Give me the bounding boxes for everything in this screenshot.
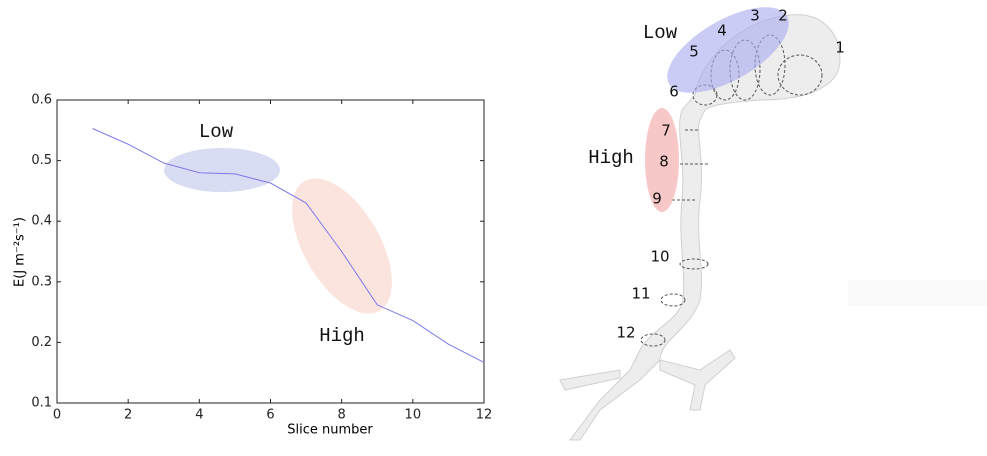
y-tick-label: 0.5 (31, 153, 52, 168)
y-tick-label: 0.2 (31, 335, 52, 350)
low-region (164, 148, 280, 192)
slice-label: 11 (631, 285, 650, 303)
slice-label: 6 (669, 83, 679, 101)
x-tick-label: 2 (124, 408, 132, 423)
slice-label: 8 (659, 153, 669, 171)
slice-label: 12 (616, 324, 635, 342)
x-tick-label: 10 (405, 408, 422, 423)
y-tick-label: 0.6 (31, 93, 52, 108)
high-region (645, 108, 679, 212)
region-label: High (588, 147, 634, 169)
x-tick-label: 6 (266, 408, 274, 423)
slice-label: 5 (689, 43, 699, 61)
x-tick-label: 0 (53, 408, 61, 423)
line-series (92, 128, 485, 363)
slice-label: 4 (717, 22, 727, 40)
vessel-illustration (559, 14, 841, 441)
slice-label: 7 (661, 122, 671, 140)
annotation: High (319, 325, 365, 347)
y-tick-label: 0.3 (31, 274, 52, 289)
x-tick-label: 8 (338, 408, 346, 423)
y-tick-label: 0.1 (31, 396, 52, 411)
slice-label: 2 (778, 7, 788, 25)
region-label: Low (643, 22, 678, 44)
x-axis-label: Slice number (287, 423, 373, 438)
slice-label: 1 (835, 39, 845, 57)
x-tick-label: 4 (195, 408, 203, 423)
high-region (292, 178, 392, 314)
blank-panel (848, 280, 987, 306)
y-axis-label: E(J m⁻²s⁻¹) (13, 217, 28, 287)
low-region (667, 7, 789, 93)
slice-label: 9 (652, 190, 662, 208)
y-tick-label: 0.4 (31, 214, 52, 229)
slice-label: 3 (750, 7, 760, 25)
x-tick-label: 12 (476, 408, 493, 423)
slice-label: 10 (650, 248, 669, 266)
annotation: Low (199, 121, 234, 143)
